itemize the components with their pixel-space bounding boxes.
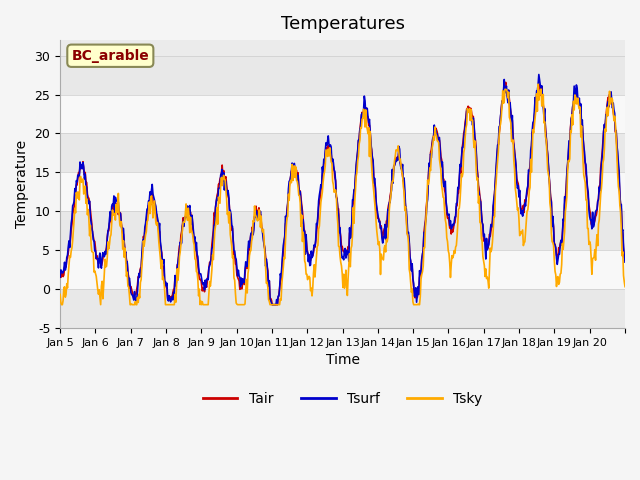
Bar — [60, 250, 625, 289]
Text: BC_arable: BC_arable — [72, 49, 149, 63]
Legend: Tair, Tsurf, Tsky: Tair, Tsurf, Tsky — [197, 387, 488, 412]
Y-axis label: Temperature: Temperature — [15, 140, 29, 228]
Bar — [60, 211, 625, 250]
Bar — [60, 95, 625, 133]
X-axis label: Time: Time — [326, 353, 360, 367]
Bar — [60, 133, 625, 172]
Bar — [60, 56, 625, 95]
Bar — [60, 172, 625, 211]
Bar — [60, 289, 625, 328]
Title: Temperatures: Temperatures — [280, 15, 404, 33]
